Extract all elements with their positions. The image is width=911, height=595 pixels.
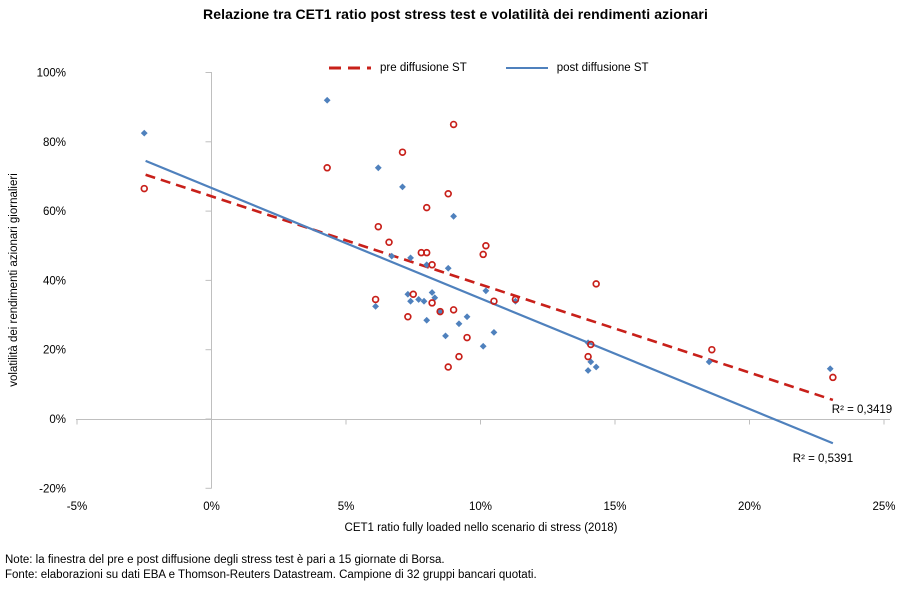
legend-label-post: post diffusione ST — [556, 62, 649, 74]
pre-dashed-line-sample — [329, 66, 371, 70]
legend-item-post: post diffusione ST — [505, 62, 649, 74]
legend-label-pre: pre diffusione ST — [380, 62, 467, 74]
scatter-point-post — [420, 297, 428, 305]
x-axis-title: CET1 ratio fully loaded nello scenario d… — [345, 522, 618, 534]
legend-item-pre: pre diffusione ST — [328, 62, 467, 74]
scatter-point-post — [490, 328, 498, 336]
scatter-point-pre — [385, 238, 393, 247]
y-tick-label: -20% — [39, 483, 66, 495]
scatter-point-pre — [444, 190, 452, 198]
scatter-point-pre — [592, 280, 600, 288]
scatter-point-pre — [374, 222, 383, 231]
scatter-point-post — [372, 302, 379, 310]
trendline-pre — [145, 173, 834, 402]
y-tick-label: 60% — [43, 206, 66, 218]
scatter-point-post — [423, 261, 431, 269]
scatter-point-pre — [584, 352, 592, 361]
x-tick-label: 10% — [469, 501, 492, 513]
scatter-point-pre — [436, 307, 444, 316]
scatter-point-post — [444, 264, 452, 272]
scatter-point-post — [455, 320, 463, 328]
scatter-point-pre — [449, 120, 458, 129]
scatter-point-post — [407, 297, 414, 305]
note-line-2: Fonte: elaborazioni su dati EBA e Thomso… — [5, 569, 537, 581]
x-tick-label: 5% — [338, 501, 355, 513]
x-tick-label: 0% — [203, 501, 220, 513]
scatter-point-post — [140, 129, 148, 137]
y-tick-label: 80% — [43, 137, 66, 149]
scatter-point-post — [705, 358, 713, 366]
scatter-point-pre — [428, 261, 436, 269]
scatter-point-pre — [323, 164, 331, 172]
scatter-point-pre — [482, 242, 490, 250]
y-tick-label: 40% — [43, 275, 66, 287]
scatter-point-pre — [829, 373, 837, 382]
scatter-point-post — [826, 365, 834, 373]
x-tick-label: 25% — [872, 501, 895, 513]
scatter-point-pre — [428, 299, 436, 307]
scatter-point-post — [374, 164, 382, 172]
post-solid-line-sample — [505, 67, 548, 69]
scatter-point-pre — [511, 295, 520, 304]
scatter-point-post — [512, 297, 519, 305]
scatter-point-pre — [463, 333, 471, 342]
r2-label-post: R² = 0,5391 — [793, 453, 853, 465]
scatter-point-post — [584, 367, 592, 374]
scatter-point-pre — [708, 345, 716, 354]
scatter-point-pre — [479, 250, 487, 259]
y-axis-title: volatilità dei rendimenti azionari giorn… — [8, 173, 20, 387]
chart-title: Relazione tra CET1 ratio post stress tes… — [203, 6, 708, 22]
x-tick-label: 20% — [738, 501, 761, 513]
scatter-point-pre — [422, 203, 431, 212]
legend: pre diffusione ST post diffusione ST — [328, 62, 649, 74]
x-tick-label: 15% — [603, 501, 626, 513]
scatter-point-post — [404, 290, 412, 298]
scatter-point-post — [442, 332, 449, 340]
scatter-point-post — [479, 342, 487, 350]
scatter-point-post — [482, 287, 490, 295]
scatter-point-pre — [449, 306, 458, 314]
scatter-point-pre — [404, 313, 412, 321]
scatter-point-post — [407, 254, 414, 262]
scatter-point-post — [323, 96, 331, 104]
y-tick-label: 100% — [37, 68, 66, 80]
scatter-point-pre — [371, 295, 380, 304]
note-line-1: Note: la finestra del pre e post diffusi… — [5, 554, 445, 566]
trendline-post — [145, 159, 834, 445]
scatter-point-post — [450, 212, 457, 220]
y-tick-label: 20% — [43, 345, 66, 357]
scatter-point-post — [463, 313, 471, 321]
scatter-point-pre — [140, 184, 149, 193]
scatter-point-post — [428, 289, 436, 296]
scatter-point-post — [388, 252, 396, 260]
scatter-point-pre — [455, 352, 463, 361]
scatter-point-post — [415, 296, 423, 303]
scatter-point-pre — [409, 290, 418, 299]
r2-label-pre: R² = 0,3419 — [832, 404, 892, 416]
chart-notes: Note: la finestra del pre e post diffusi… — [5, 553, 537, 583]
scatter-point-post — [423, 316, 431, 324]
scatter-point-pre — [422, 248, 431, 257]
scatter-point-pre — [490, 297, 498, 305]
scatter-point-post — [592, 363, 600, 371]
scatter-point-pre — [398, 148, 407, 156]
scatter-point-pre — [444, 363, 452, 371]
scatter-point-pre — [587, 340, 595, 349]
scatter-point-post — [399, 183, 406, 191]
y-tick-label: 0% — [49, 414, 66, 426]
x-tick-label: -5% — [67, 501, 87, 513]
